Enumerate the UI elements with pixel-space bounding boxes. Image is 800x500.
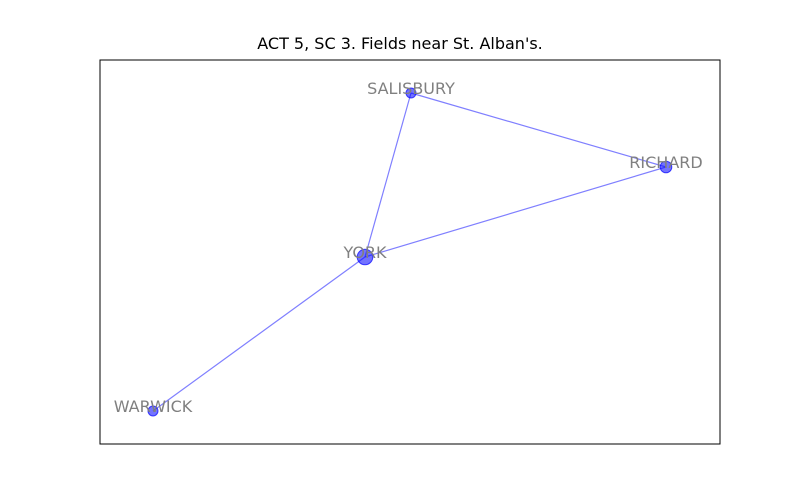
labels-layer: SALISBURY RICHARD YORK WARWICK: [114, 79, 703, 416]
edge-salisbury-york: [364, 92, 412, 258]
edge-york-richard: [364, 166, 667, 258]
node-label-york: YORK: [342, 243, 387, 262]
nodes-layer: [147, 87, 673, 417]
plot-frame: [99, 59, 721, 445]
node-york: [356, 248, 374, 266]
edge-salisbury-richard: [410, 92, 667, 168]
node-label-richard: RICHARD: [629, 153, 702, 172]
node-richard: [659, 160, 673, 174]
node-warwick: [147, 405, 159, 417]
edges-layer: [152, 92, 667, 412]
node-label-salisbury: SALISBURY: [367, 79, 455, 98]
diagram-title: ACT 5, SC 3. Fields near St. Alban's.: [257, 34, 543, 53]
node-label-warwick: WARWICK: [114, 397, 193, 416]
node-salisbury: [405, 87, 417, 99]
edge-york-warwick: [152, 256, 366, 412]
